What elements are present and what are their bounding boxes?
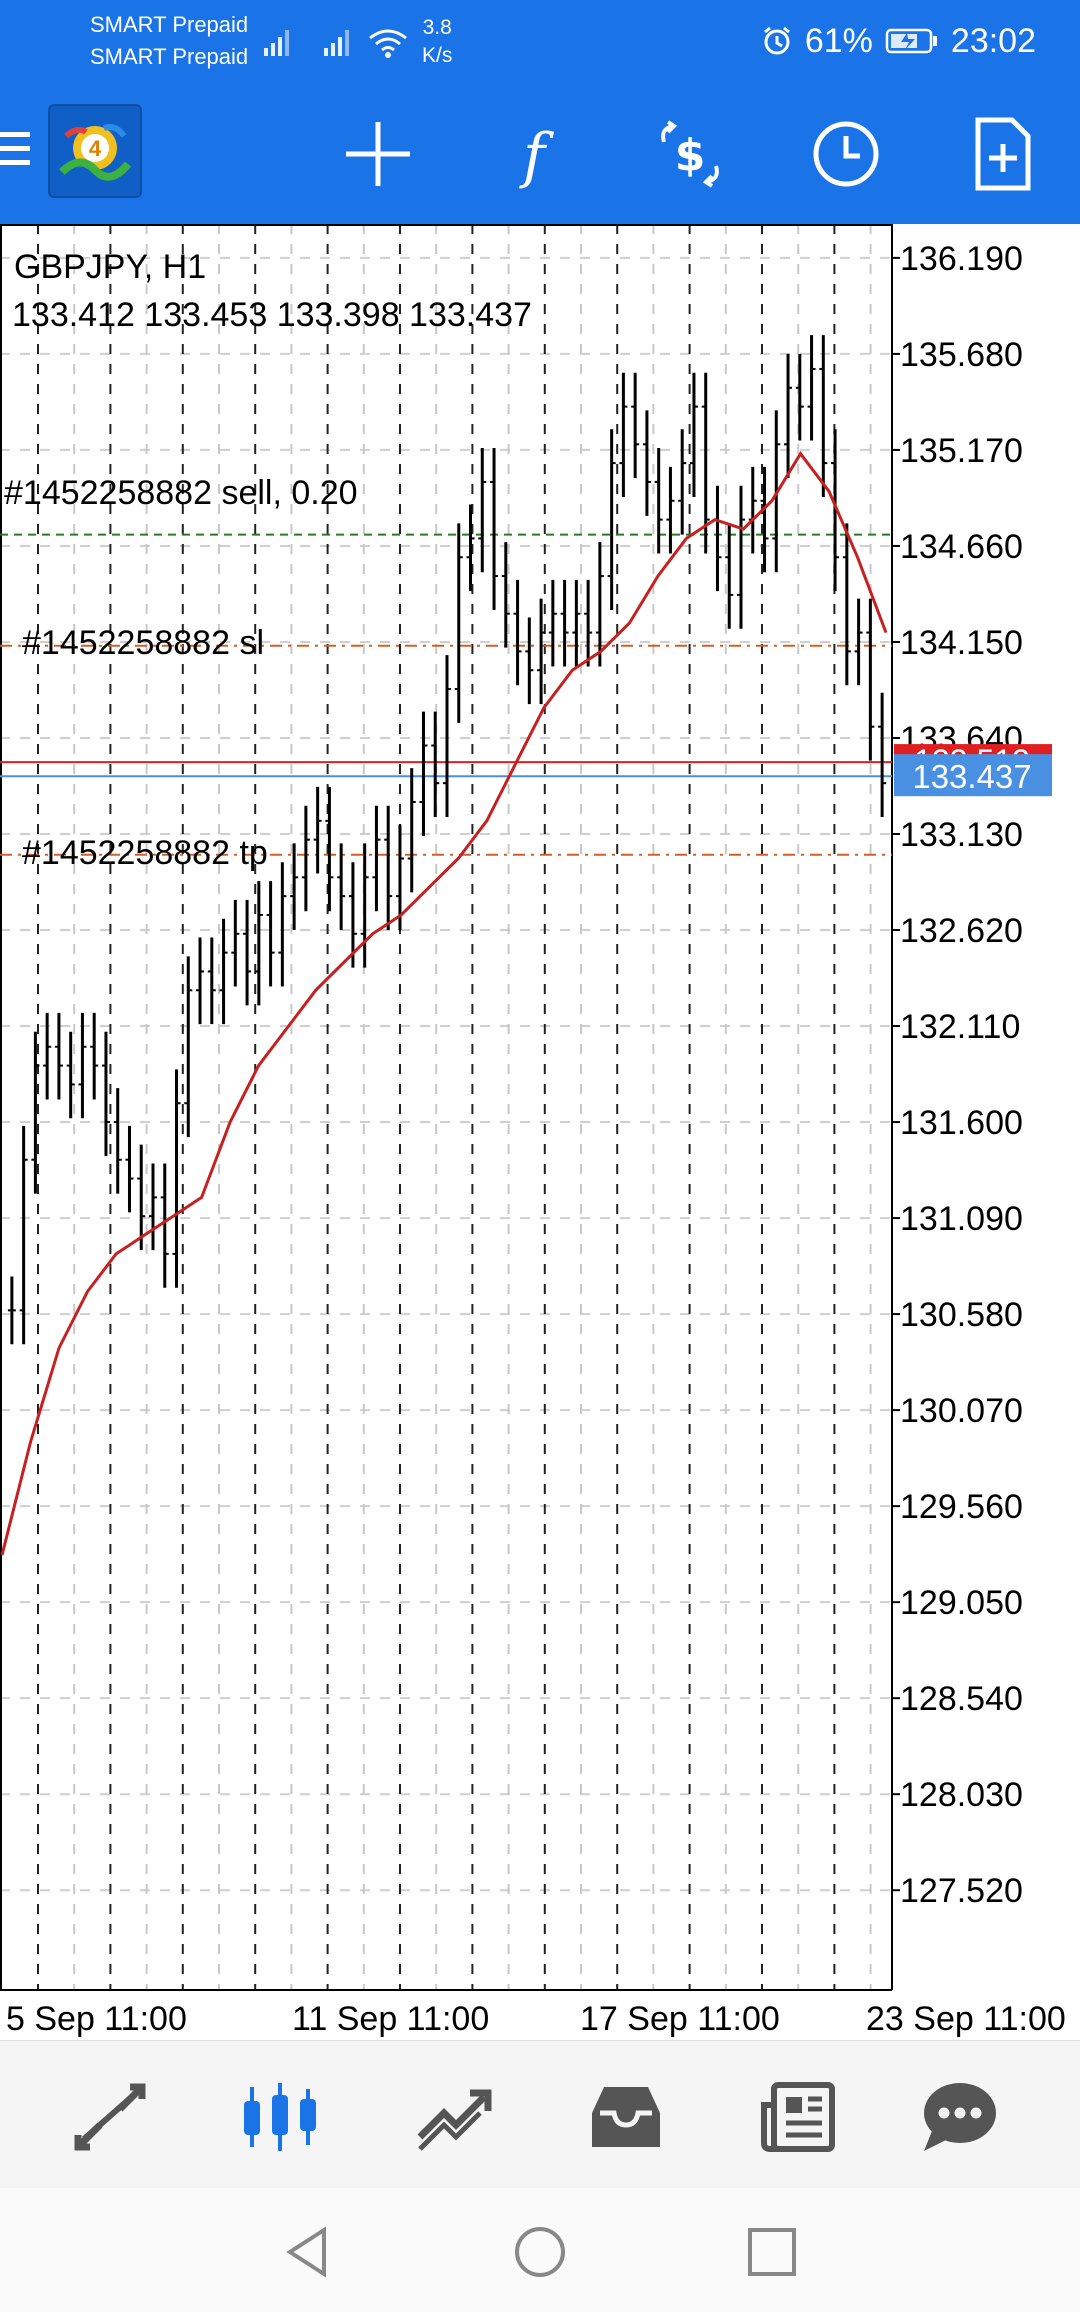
x-tick-label: 5 Sep 11:00	[6, 2000, 187, 2038]
network-speed: 3.8 K/s	[422, 14, 452, 70]
timeframe-icon[interactable]	[806, 114, 886, 194]
price-chart[interactable]: 136.190 135.680 135.170 134.660 134.150 133.6…	[0, 224, 1080, 2040]
clock-time: 23:02	[950, 21, 1036, 60]
ohlc-label: 133.412 133.453 133.398 133.437	[12, 296, 532, 334]
y-tick-label: 135.170	[900, 432, 1023, 470]
x-tick-label: 11 Sep 11:00	[292, 2000, 489, 2038]
system-navigation-bar	[0, 2188, 1080, 2312]
menu-icon[interactable]	[0, 132, 32, 176]
y-tick-label: 130.070	[900, 1392, 1023, 1430]
status-bar: SMART Prepaid SMART Prepaid 3.8 K/s 61% …	[0, 0, 1080, 84]
new-order-icon[interactable]	[962, 114, 1042, 194]
bid-price-text: 133.437	[912, 758, 1031, 795]
home-icon[interactable]	[512, 2224, 568, 2280]
network-speed-value: 3.8	[422, 16, 452, 39]
app-toolbar: 4 f $	[0, 84, 1080, 224]
indicators-icon[interactable]: f	[494, 114, 574, 194]
y-tick-label: 136.190	[900, 240, 1023, 278]
y-tick-label: 134.150	[900, 624, 1023, 662]
sell-order-label: #1452258882 sell, 0.20	[4, 474, 358, 512]
alarm-icon	[763, 26, 790, 55]
y-tick-label: 133.130	[900, 816, 1023, 854]
svg-text:4: 4	[89, 136, 102, 161]
back-icon[interactable]	[280, 2224, 336, 2280]
x-tick-label: 23 Sep 11:00	[866, 2000, 1066, 2038]
y-tick-label: 129.560	[900, 1488, 1023, 1526]
stop-loss-label: #1452258882 sl	[22, 624, 264, 662]
history-icon[interactable]	[586, 2079, 666, 2155]
crosshair-icon[interactable]	[338, 114, 418, 194]
y-tick-label: 129.050	[900, 1584, 1023, 1622]
wifi-icon	[369, 29, 407, 58]
y-tick-label: 134.660	[900, 528, 1023, 566]
quotes-icon[interactable]	[70, 2079, 150, 2155]
chart-icon[interactable]	[240, 2079, 320, 2155]
moving-average-line	[0, 451, 888, 1556]
y-tick-label: 132.620	[900, 912, 1023, 950]
y-tick-label: 128.540	[900, 1680, 1023, 1718]
carrier-name-1: SMART Prepaid	[90, 12, 249, 37]
status-right: 61% 23:02	[761, 20, 1036, 62]
chart-canvas[interactable]: 136.190135.680135.170134.660134.150133.6…	[0, 224, 1080, 2040]
chat-icon[interactable]	[918, 2079, 998, 2155]
y-tick-label: 132.110	[900, 1008, 1020, 1046]
svg-text:$: $	[675, 130, 706, 181]
trade-icon[interactable]: $	[650, 114, 730, 194]
take-profit-label: #1452258882 tp	[22, 834, 268, 872]
trade-icon[interactable]	[414, 2079, 494, 2155]
y-tick-label: 131.600	[900, 1104, 1023, 1142]
metatrader-logo[interactable]: 4	[48, 104, 142, 198]
bid-price-tag: 133.437	[894, 754, 1052, 797]
network-speed-unit: K/s	[422, 44, 453, 67]
svg-text:f: f	[519, 121, 555, 191]
signal-icon	[264, 30, 289, 56]
news-icon[interactable]	[758, 2079, 838, 2155]
battery-percent: 61%	[804, 21, 873, 60]
carrier-name-2: SMART Prepaid	[90, 44, 249, 69]
x-tick-label: 17 Sep 11:00	[580, 2000, 780, 2038]
y-tick-label: 127.520	[900, 1872, 1023, 1910]
y-tick-label: 130.580	[900, 1296, 1023, 1334]
y-tick-label: 131.090	[900, 1200, 1023, 1238]
y-tick-label: 128.030	[900, 1776, 1023, 1814]
symbol-label: GBPJPY, H1	[14, 248, 206, 286]
signal-icon	[324, 30, 349, 56]
battery-charging-icon	[885, 28, 937, 54]
bottom-navigation	[0, 2040, 1080, 2188]
y-tick-label: 135.680	[900, 336, 1023, 374]
recents-icon[interactable]	[744, 2224, 800, 2280]
